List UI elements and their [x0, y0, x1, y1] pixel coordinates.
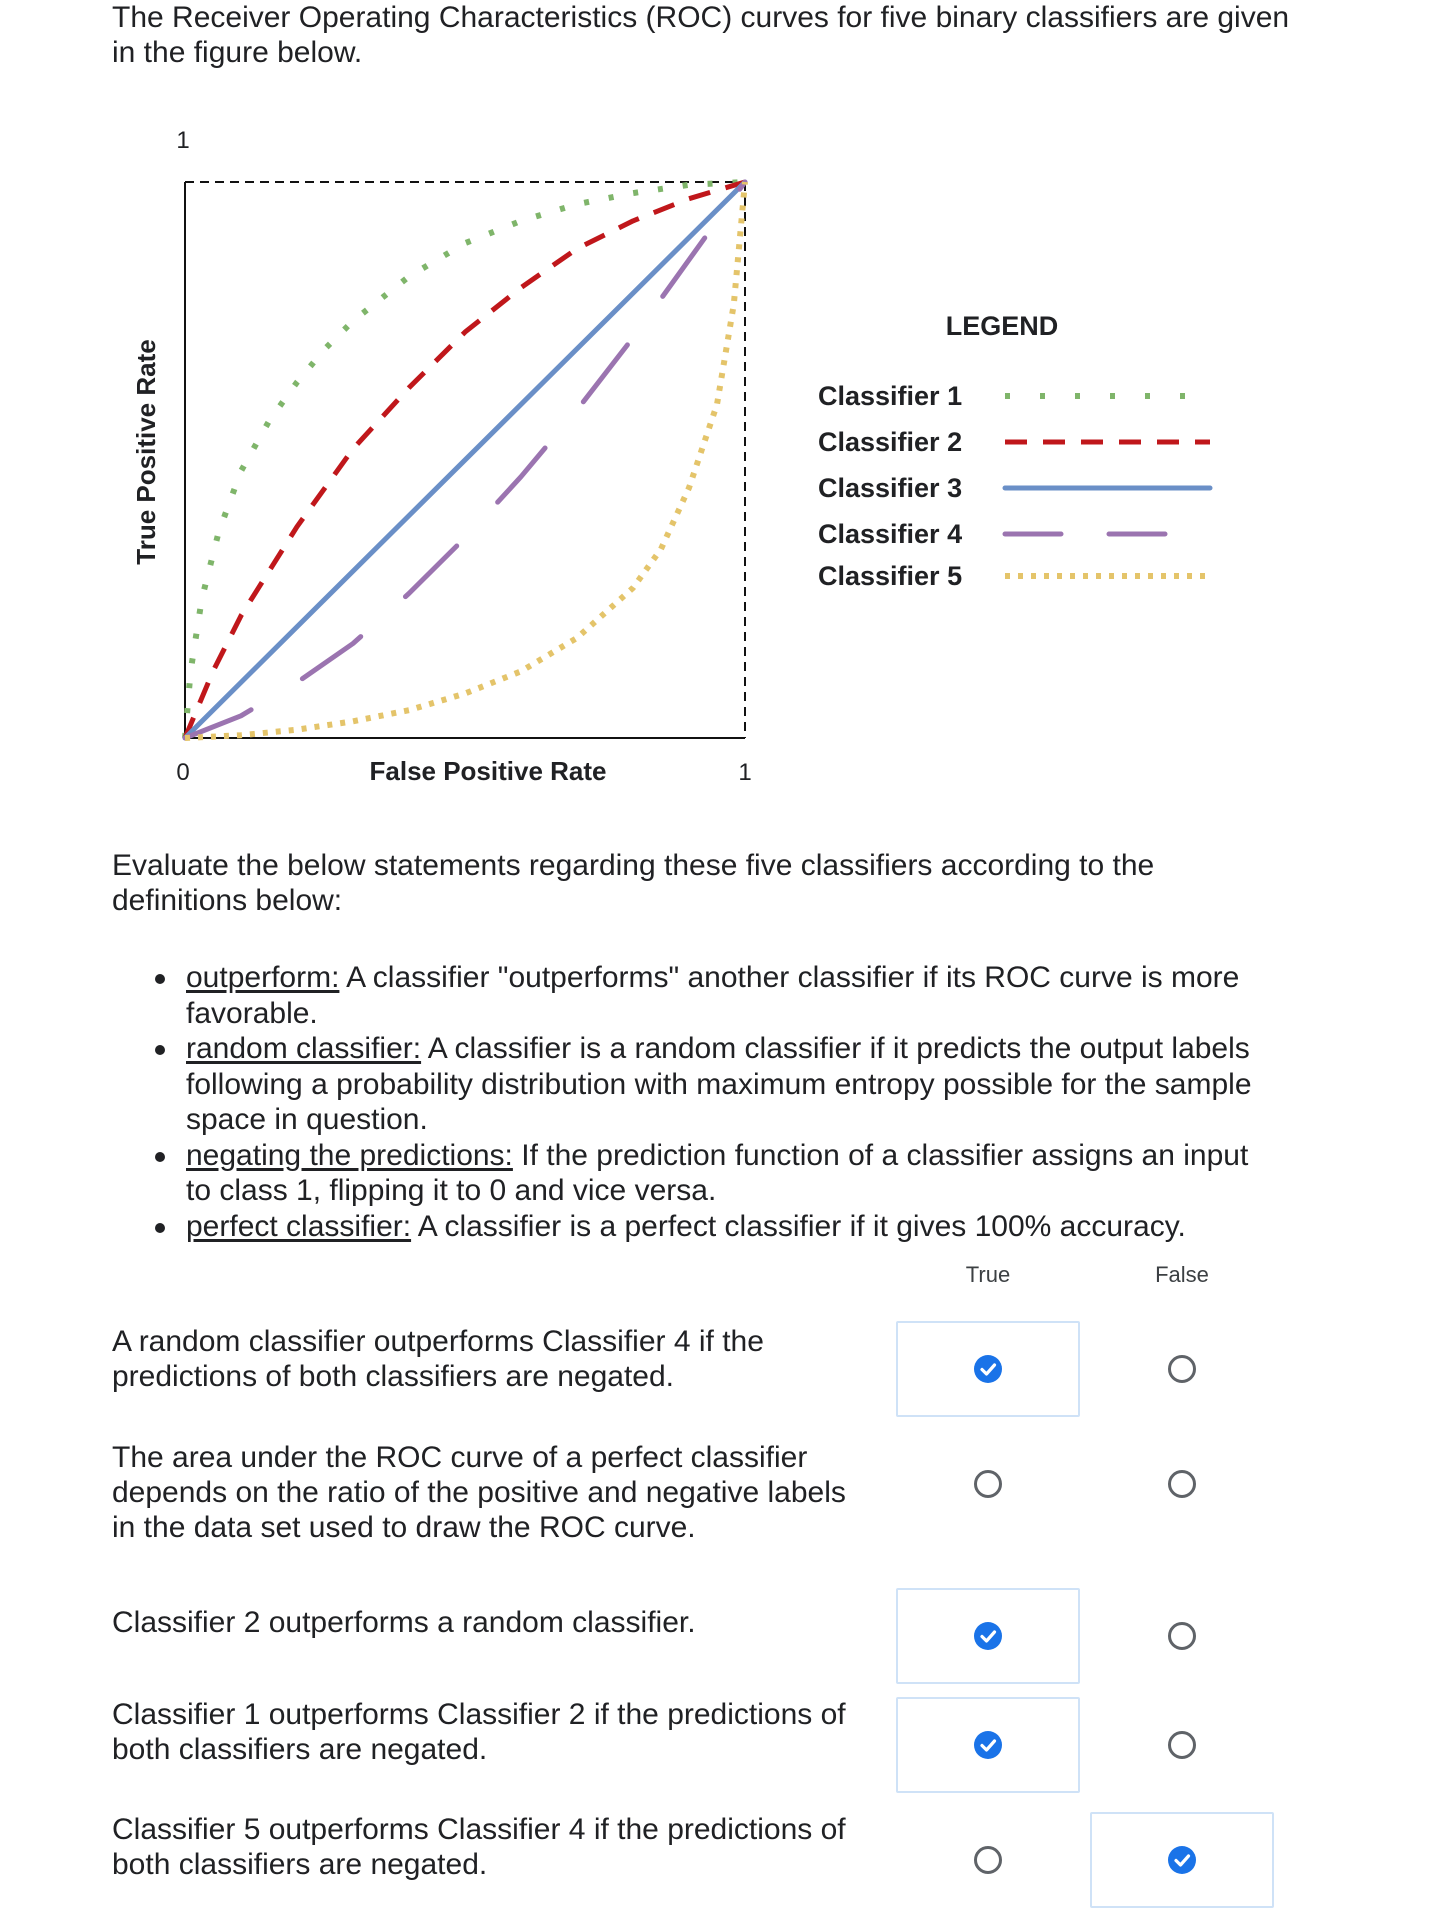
definitions-list: outperform: A classifier "outperforms" a…: [140, 960, 1270, 1244]
definition-text: A classifier is a random classifier if i…: [186, 1032, 1252, 1136]
statement-2-text: The area under the ROC curve of a perfec…: [112, 1441, 846, 1544]
definition-term: negating the predictions:: [186, 1138, 513, 1172]
y-tick-label: 1: [176, 127, 189, 154]
statement-5-true-radio[interactable]: [974, 1846, 1002, 1874]
selected-option-highlight: [1090, 1812, 1274, 1908]
legend-label-classifier-3: Classifier 3: [818, 473, 962, 503]
checkmark-icon: [980, 1739, 997, 1752]
x-axis-label: False Positive Rate: [370, 756, 607, 786]
y-axis-label: True Positive Rate: [131, 339, 161, 564]
x-tick-label-1: 1: [738, 759, 751, 786]
selected-option-highlight: [896, 1697, 1080, 1793]
series-line-classifier-5: [184, 181, 748, 741]
legend-label-classifier-4: Classifier 4: [818, 519, 962, 549]
statement-4-true-radio[interactable]: [974, 1731, 1002, 1759]
definition-text: A classifier is a perfect classifier if …: [411, 1209, 1186, 1243]
definition-term: outperform:: [186, 961, 340, 994]
checkmark-icon: [980, 1363, 997, 1376]
definition-term: perfect classifier:: [186, 1209, 412, 1243]
statement-3-true-radio[interactable]: [974, 1622, 1002, 1650]
legend-label-classifier-2: Classifier 2: [818, 427, 962, 457]
statement-4-false-radio[interactable]: [1168, 1731, 1196, 1759]
selected-option-highlight: [896, 1588, 1080, 1684]
checkmark-icon: [980, 1630, 997, 1643]
x-tick-label-0: 0: [176, 759, 189, 786]
definition-perfect-classifier: perfect classifier: A classifier is a pe…: [140, 1209, 1270, 1245]
statement-5-false-radio[interactable]: [1168, 1846, 1196, 1874]
statement-1-true-radio[interactable]: [974, 1355, 1002, 1383]
definition-text: If the prediction function of a classifi…: [186, 1138, 1249, 1208]
checkmark-icon: [1174, 1854, 1191, 1867]
definition-term: random classifier:: [186, 1032, 422, 1065]
roc-chart-svg: 1 0 1 False Positive Rate True Positive …: [131, 127, 1213, 786]
evaluate-instructions: Evaluate the below statements regarding …: [112, 849, 1155, 917]
column-header-true: True: [965, 1262, 1011, 1287]
legend-label-classifier-5: Classifier 5: [818, 561, 962, 591]
selected-option-highlight: [896, 1321, 1080, 1417]
statement-1-false-radio[interactable]: [1168, 1355, 1196, 1383]
statement-2-true-radio[interactable]: [974, 1470, 1002, 1498]
column-header-false: False: [1155, 1262, 1209, 1287]
legend-title: LEGEND: [946, 311, 1059, 341]
series-line-classifier-3: [182, 179, 748, 741]
statement-4-text: Classifier 1 outperforms Classifier 2 if…: [112, 1698, 846, 1766]
definition-random-classifier: random classifier: A classifier is a ran…: [140, 1031, 1270, 1138]
statement-5-text: Classifier 5 outperforms Classifier 4 if…: [112, 1813, 846, 1881]
statement-2-false-radio[interactable]: [1168, 1470, 1196, 1498]
definition-outperform: outperform: A classifier "outperforms" a…: [140, 960, 1270, 1031]
definition-text: A classifier "outperforms" another class…: [186, 961, 1240, 1030]
roc-chart: 1 0 1 False Positive Rate True Positive …: [0, 0, 1446, 820]
definition-negating-predictions: negating the predictions: If the predict…: [140, 1138, 1270, 1209]
series-line-classifier-2: [182, 179, 746, 739]
statement-1-text: A random classifier outperforms Classifi…: [112, 1325, 764, 1393]
statement-3-text: Classifier 2 outperforms a random classi…: [112, 1606, 696, 1639]
statement-3-false-radio[interactable]: [1168, 1622, 1196, 1650]
legend-label-classifier-1: Classifier 1: [818, 381, 962, 411]
question-intro: The Receiver Operating Characteristics (…: [112, 1, 1290, 69]
